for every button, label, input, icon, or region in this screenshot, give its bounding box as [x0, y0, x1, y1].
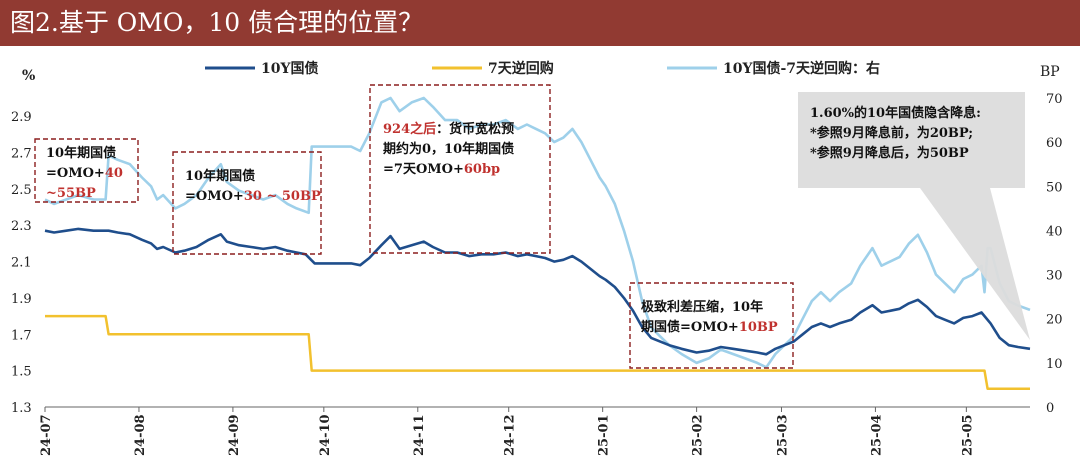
left-tick-label: 2.3: [11, 219, 32, 234]
series-line: [45, 314, 1030, 391]
page-title: 图2.基于 OMO，10 债合理的位置？: [10, 8, 424, 37]
annotation-line: =7天OMO+60bp: [383, 160, 514, 180]
title-bar: 图2.基于 OMO，10 债合理的位置？: [0, 0, 1080, 46]
series-lines: [44, 96, 1031, 391]
left-tick-label: 1.5: [11, 365, 32, 380]
annotation-line: ~55BP: [46, 184, 123, 204]
callout-bubble: [798, 92, 1030, 340]
x-tick-label: 24-08: [133, 414, 148, 456]
annotation-frame: [369, 84, 551, 254]
annotation-line: 1.60%的10年国债隐含降息:: [810, 104, 981, 124]
annotation-segment: 期国债=OMO+: [641, 320, 739, 335]
right-tick-label: 70: [1046, 92, 1063, 107]
annotation-line: 10年期国债: [46, 144, 123, 164]
annotation-segment: =OMO+: [46, 166, 105, 181]
annotation-frame: [34, 138, 139, 203]
axes: 1.3 1.5 1.7 1.9 2.1 2.3 2.5 2.7 2.9% 0 10 20 30 40 50 6…: [11, 64, 1063, 456]
right-tick-label: 50: [1046, 180, 1063, 195]
legend-label: 10Y国债: [261, 60, 318, 77]
annotation-segment: *参照9月降息前，为20BP;: [810, 126, 974, 141]
annotation-line: 极致利差压缩，10年: [641, 298, 778, 318]
right-tick-label: 10: [1046, 357, 1063, 372]
right-tick-label: 30: [1046, 269, 1063, 284]
right-axis-unit: BP: [1040, 64, 1060, 80]
annotation-line: *参照9月降息前，为20BP;: [810, 124, 981, 144]
annotation-segment: 30 ~ 50BP: [243, 189, 321, 204]
left-tick-label: 2.7: [11, 147, 32, 162]
annotation-segment: =7天OMO+: [383, 162, 464, 177]
callout-text: 1.60%的10年国债隐含降息: *参照9月降息前，为20BP; *参照9月降息后，…: [810, 104, 981, 164]
left-tick-label: 1.7: [11, 328, 32, 343]
annotation-segment: =OMO+: [185, 189, 244, 204]
annotation-segment: 10年期国债: [46, 146, 117, 161]
annotation-segment: 10年期国债: [185, 169, 256, 184]
annotation-frame: [172, 151, 322, 255]
left-tick-label: 2.5: [11, 183, 32, 198]
annotation-boxes: [34, 84, 1030, 369]
annotation-segment: ：货币宽松预: [436, 122, 515, 137]
annotation-segment: 924之后: [383, 122, 437, 137]
left-tick-label: 2.1: [11, 256, 32, 271]
series-line: [44, 96, 1031, 369]
annotation-segment: ~55BP: [46, 186, 96, 201]
annotation-segment: 极致利差压缩，10年: [641, 300, 764, 315]
annotation-segment: 10BP: [738, 320, 778, 335]
x-tick-label: 24-10: [318, 414, 333, 456]
annotation-line: *参照9月降息后，为50BP: [810, 144, 981, 164]
annotation-text: 10年期国债 =OMO+30 ~ 50BP: [185, 167, 321, 207]
x-tick-label: 25-02: [691, 414, 706, 456]
annotation-segment: *参照9月降息后，为50BP: [810, 146, 969, 161]
x-tick-label: 25-01: [597, 414, 612, 456]
right-tick-label: 0: [1046, 401, 1054, 416]
legend-label: 7天逆回购: [488, 60, 554, 77]
annotation-line: 期国债=OMO+10BP: [641, 318, 778, 338]
right-tick-label: 40: [1046, 224, 1063, 239]
annotation-text: 924之后：货币宽松预期约为0，10年期国债 =7天OMO+60bp: [383, 120, 514, 180]
x-tick-label: 25-05: [960, 414, 975, 456]
annotation-text: 极致利差压缩，10年 期国债=OMO+10BP: [641, 298, 778, 338]
annotation-segment: 期约为0，10年期国债: [383, 142, 515, 157]
x-tick-label: 25-03: [775, 414, 790, 456]
annotation-line: 期约为0，10年期国债: [383, 140, 514, 160]
annotation-line: 10年期国债: [185, 167, 321, 187]
x-tick-label: 25-04: [869, 414, 884, 456]
annotation-frame: [629, 282, 794, 369]
legend-label: 10Y国债-7天逆回购：右: [723, 60, 880, 77]
x-tick-label: 24-09: [227, 414, 242, 456]
left-tick-label: 1.3: [11, 401, 32, 416]
right-tick-label: 60: [1046, 136, 1063, 151]
x-tick-label: 24-07: [39, 414, 54, 456]
annotation-line: 924之后：货币宽松预: [383, 120, 514, 140]
legend: 10Y国债 7天逆回购 10Y国债-7天逆回购：右: [205, 60, 880, 77]
annotation-segment: 60bp: [463, 162, 501, 177]
annotation-segment: 40: [104, 166, 123, 181]
annotation-segment: 1.60%的10年国债隐含降息:: [810, 106, 981, 121]
x-tick-label: 24-11: [412, 414, 427, 456]
right-tick-label: 20: [1046, 313, 1063, 328]
annotation-text: 10年期国债 =OMO+40 ~55BP: [46, 144, 123, 204]
x-tick-label: 24-12: [503, 414, 518, 456]
left-tick-label: 2.9: [11, 110, 32, 125]
left-tick-label: 1.9: [11, 292, 32, 307]
left-axis-unit: %: [22, 68, 35, 84]
annotation-line: =OMO+40: [46, 164, 123, 184]
series-line: [44, 227, 1031, 356]
annotation-line: =OMO+30 ~ 50BP: [185, 187, 321, 207]
